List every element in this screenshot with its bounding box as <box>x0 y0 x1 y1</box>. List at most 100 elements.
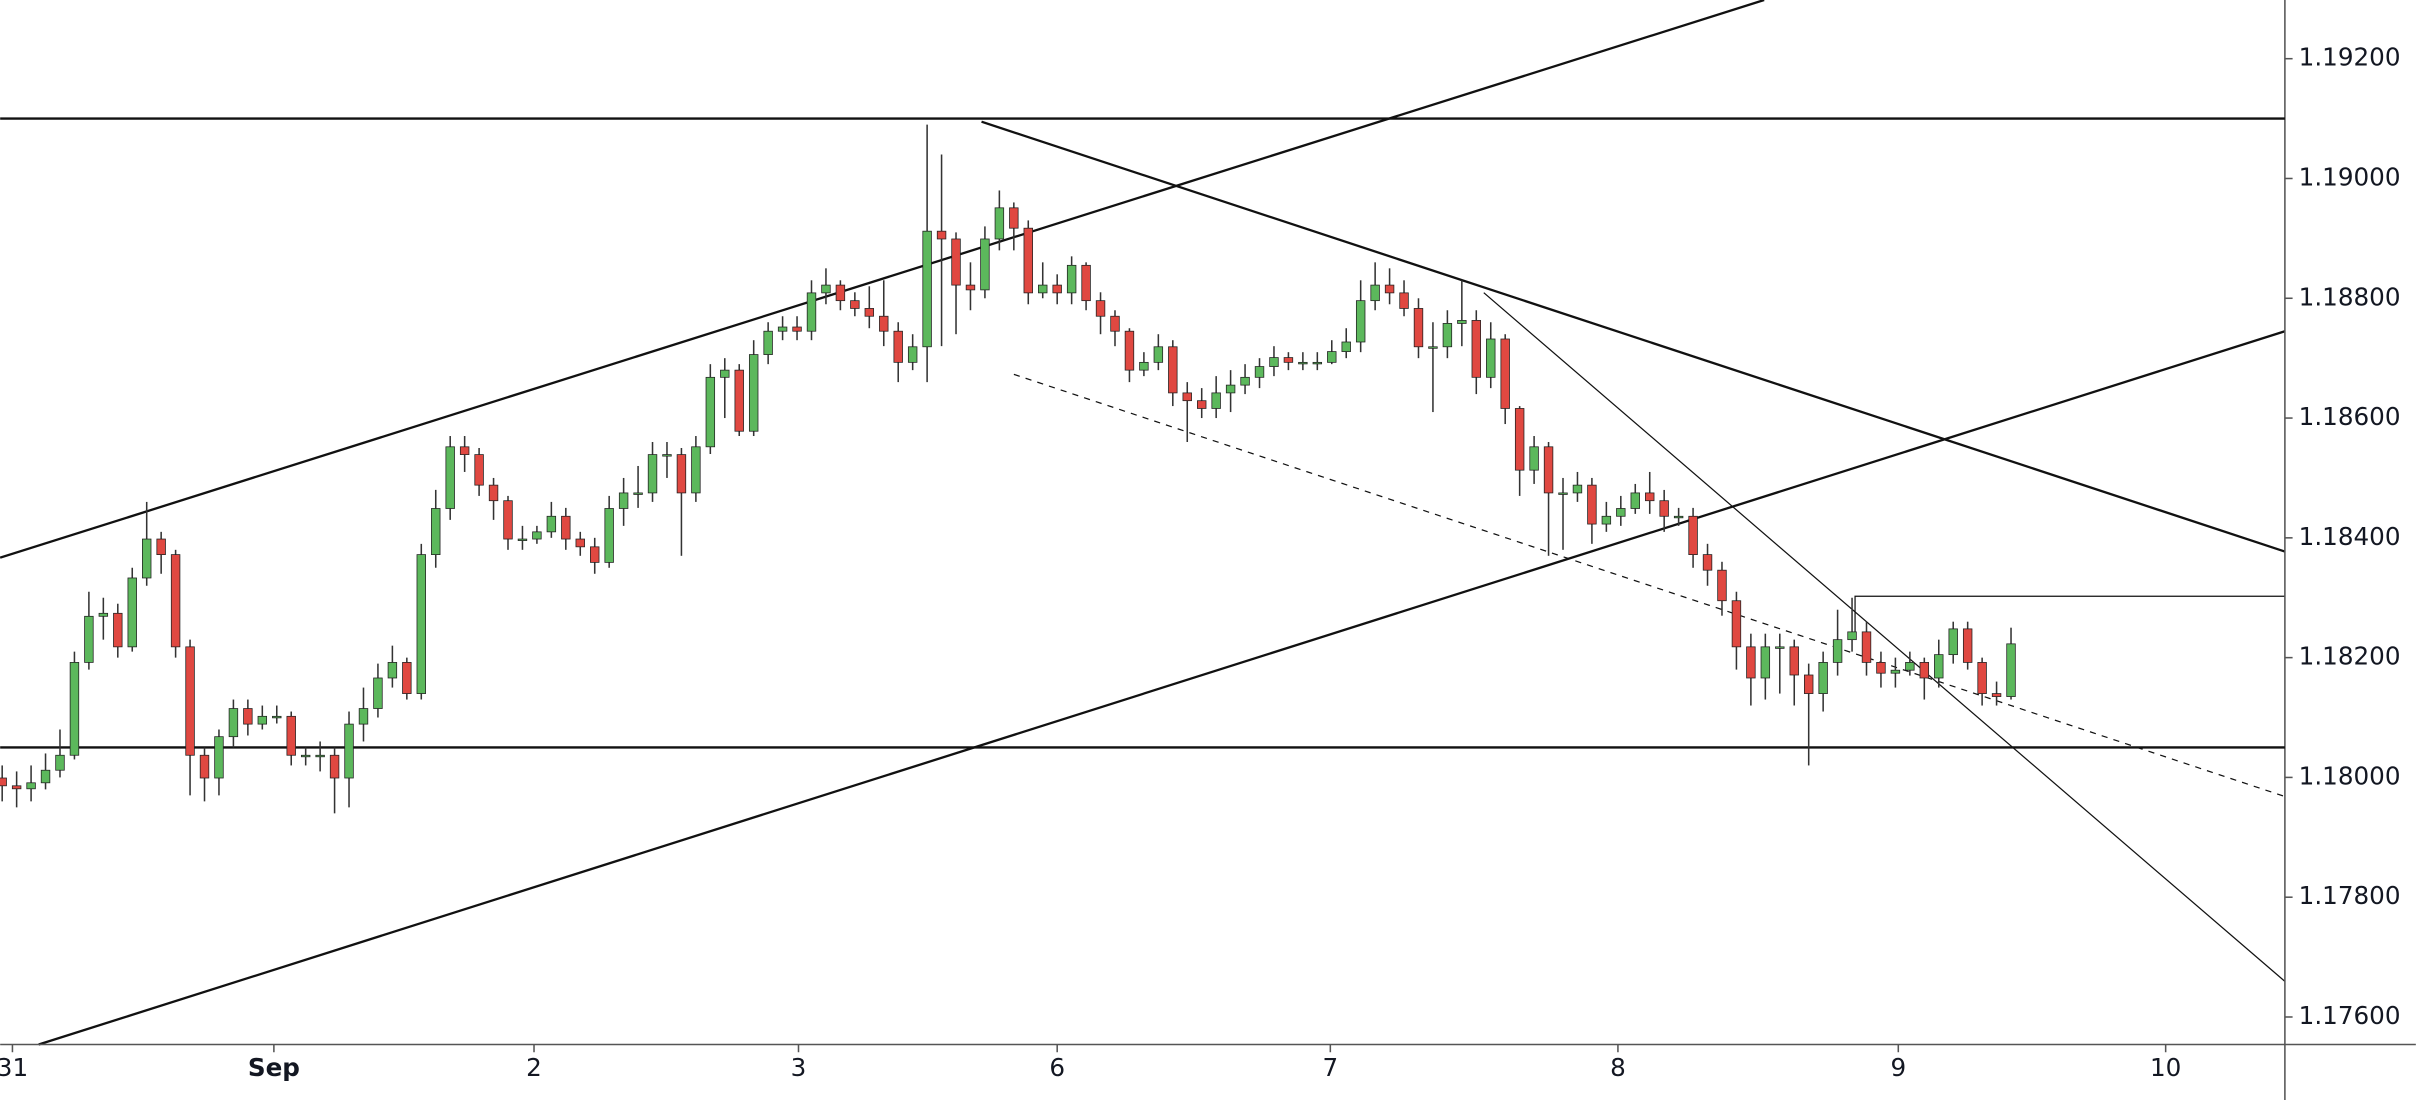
candle-body <box>358 708 369 725</box>
candle-body <box>1327 351 1337 363</box>
candle-body <box>1240 376 1250 386</box>
candle-body <box>1962 628 1973 663</box>
candle-body <box>1095 300 1106 317</box>
candle-body <box>1572 484 1583 494</box>
candle-body <box>228 708 239 738</box>
x-tick-label: 2 <box>526 1053 542 1082</box>
candle-body <box>1746 646 1756 679</box>
candle-body <box>532 531 542 540</box>
candle-body <box>590 546 600 563</box>
candle-body <box>604 508 614 563</box>
candle-body <box>459 446 470 455</box>
candle-body <box>214 736 224 779</box>
candle-body <box>1529 446 1539 471</box>
y-tick-label: 1.18400 <box>2299 522 2401 551</box>
candle-body <box>11 785 22 790</box>
candle-body <box>1370 284 1380 302</box>
candle-body <box>402 662 412 694</box>
x-tick-label: 6 <box>1049 1053 1065 1082</box>
candle-body <box>965 284 976 291</box>
candle-body <box>662 454 672 457</box>
candle-body <box>777 326 788 332</box>
candle-body <box>315 754 325 758</box>
candle-body <box>1399 292 1409 309</box>
candle-body <box>1341 341 1351 352</box>
y-tick-label: 1.19200 <box>2299 43 2401 72</box>
candle-body <box>1775 646 1785 649</box>
channel-lower-line <box>38 330 2286 1046</box>
candle-body <box>1876 662 1886 674</box>
thin-trendline <box>1483 292 2286 982</box>
candle-body <box>272 715 282 719</box>
candle-body <box>821 284 831 294</box>
candle-body <box>387 662 398 679</box>
x-tick-label: 9 <box>1890 1053 1906 1082</box>
candle-body <box>1471 320 1481 378</box>
candle-body <box>1688 515 1698 555</box>
candle-body <box>1023 227 1033 294</box>
channel-upper-line <box>0 0 1765 559</box>
candle-body <box>55 754 65 771</box>
candle-body <box>951 238 961 286</box>
candle-body <box>1197 400 1207 409</box>
candle-body <box>792 326 802 332</box>
candle-body <box>1486 338 1496 378</box>
candle-body <box>835 284 846 302</box>
candle-body <box>1616 508 1626 517</box>
candle-body <box>748 354 759 432</box>
candle-body <box>1038 284 1048 294</box>
candle-body <box>1514 408 1525 471</box>
candle-body <box>734 369 744 432</box>
candle-body <box>1168 346 1178 394</box>
candle-body <box>1081 264 1091 302</box>
candle-body <box>1066 264 1077 294</box>
candle-body <box>1890 669 1901 674</box>
candle-body <box>170 554 181 648</box>
x-tick-label: 8 <box>1610 1053 1626 1082</box>
candle-body <box>1702 554 1713 571</box>
x-tick-label: 3 <box>791 1053 807 1082</box>
candle-body <box>1977 662 1987 694</box>
candle-body <box>26 782 36 790</box>
candle-body <box>1457 320 1467 324</box>
candle-body <box>1789 646 1799 676</box>
y-tick-label: 1.18800 <box>2299 282 2401 311</box>
candle-body <box>546 515 557 533</box>
dashed-trendline <box>1013 373 2286 798</box>
candle-body <box>1269 357 1279 367</box>
candle-body <box>445 446 455 509</box>
candle-body <box>1601 515 1612 525</box>
candle-body <box>1991 693 2002 697</box>
candle-body <box>1283 357 1294 363</box>
y-tick-label: 1.19000 <box>2299 162 2401 191</box>
candle-body <box>1905 662 1915 671</box>
candle-body <box>1934 654 1944 679</box>
candle-body <box>1630 492 1640 509</box>
candle-body <box>1139 361 1149 371</box>
candle-body <box>1861 631 1872 663</box>
candle-body <box>1673 515 1684 519</box>
candle-body <box>618 492 629 509</box>
x-tick-label: 7 <box>1322 1053 1338 1082</box>
candle-body <box>1832 639 1843 663</box>
candle-body <box>2006 643 2016 697</box>
candle-body <box>763 330 773 355</box>
candle-body <box>1355 300 1366 343</box>
short-level <box>1854 595 2285 632</box>
y-tick-label: 1.17800 <box>2299 881 2401 910</box>
candle-body <box>257 715 268 725</box>
candle-body <box>936 230 947 240</box>
candle-body <box>142 538 152 579</box>
candle-body <box>1818 662 1828 694</box>
candle-body <box>907 346 918 363</box>
candle-body <box>676 454 687 494</box>
falling-trendline <box>981 120 2286 553</box>
candle-body <box>1384 284 1395 294</box>
drawings <box>0 0 2286 1046</box>
candle-body <box>344 723 354 779</box>
candle-body <box>850 300 860 309</box>
candle-body <box>199 754 210 779</box>
candle-body <box>864 308 875 317</box>
